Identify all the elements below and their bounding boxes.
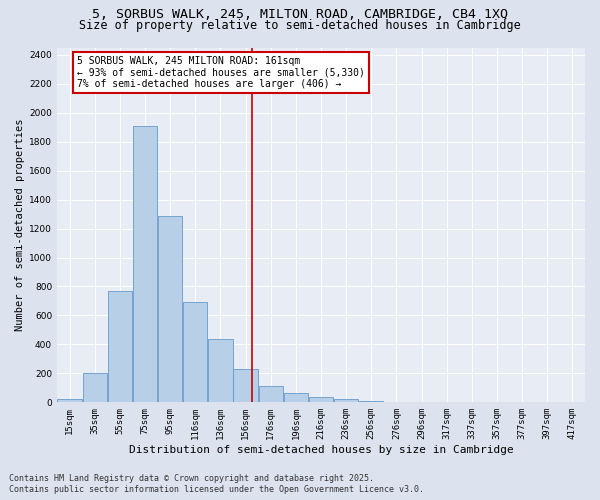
Bar xyxy=(183,302,208,402)
Text: 5 SORBUS WALK, 245 MILTON ROAD: 161sqm
← 93% of semi-detached houses are smaller: 5 SORBUS WALK, 245 MILTON ROAD: 161sqm ←… xyxy=(77,56,365,90)
Bar xyxy=(233,369,258,402)
Bar xyxy=(208,340,233,402)
Bar xyxy=(133,126,157,402)
Bar xyxy=(107,291,132,403)
X-axis label: Distribution of semi-detached houses by size in Cambridge: Distribution of semi-detached houses by … xyxy=(128,445,514,455)
Bar xyxy=(158,216,182,402)
Bar xyxy=(334,400,358,402)
Text: Contains HM Land Registry data © Crown copyright and database right 2025.
Contai: Contains HM Land Registry data © Crown c… xyxy=(9,474,424,494)
Bar xyxy=(284,393,308,402)
Bar xyxy=(309,398,333,402)
Y-axis label: Number of semi-detached properties: Number of semi-detached properties xyxy=(15,118,25,331)
Bar xyxy=(259,386,283,402)
Bar xyxy=(359,401,383,402)
Bar xyxy=(83,374,107,402)
Bar xyxy=(58,400,82,402)
Text: Size of property relative to semi-detached houses in Cambridge: Size of property relative to semi-detach… xyxy=(79,18,521,32)
Text: 5, SORBUS WALK, 245, MILTON ROAD, CAMBRIDGE, CB4 1XQ: 5, SORBUS WALK, 245, MILTON ROAD, CAMBRI… xyxy=(92,8,508,20)
